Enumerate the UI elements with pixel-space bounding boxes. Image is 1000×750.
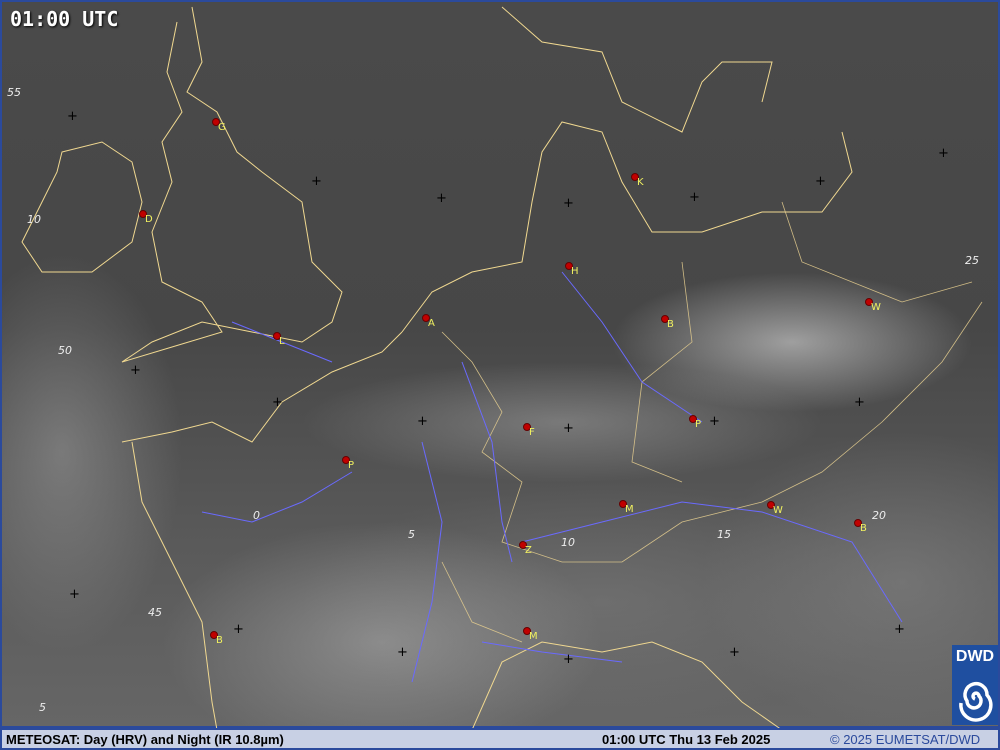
dwd-logo: DWD (952, 645, 998, 725)
graticule-cross-icon: + (563, 421, 574, 436)
city-marker (212, 118, 220, 126)
city-label: M (529, 631, 538, 642)
spiral-icon (959, 681, 993, 722)
city-marker (210, 631, 218, 639)
city-label: Z (525, 545, 532, 556)
city-marker (523, 627, 531, 635)
city-marker (631, 173, 639, 181)
rivers (201, 271, 903, 683)
city-marker (689, 415, 697, 423)
graticule-cross-icon: + (709, 414, 720, 429)
graticule-cross-icon: + (417, 414, 428, 429)
graticule-cross-icon: + (563, 652, 574, 667)
graticule-label: 25 (965, 254, 979, 267)
product-label: METEOSAT: Day (HRV) and Night (IR 10.8µm… (6, 732, 284, 747)
city-label: F (529, 427, 535, 438)
city-marker (619, 500, 627, 508)
city-label: B (667, 319, 674, 330)
footer-bar: METEOSAT: Day (HRV) and Night (IR 10.8µm… (0, 728, 1000, 750)
city-marker (342, 456, 350, 464)
graticule-cross-icon: + (854, 395, 865, 410)
city-marker (854, 519, 862, 527)
graticule-cross-icon: + (689, 190, 700, 205)
city-label: M (625, 504, 634, 515)
graticule-label: 10 (27, 213, 41, 226)
city-label: P (348, 460, 355, 471)
city-marker (865, 298, 873, 306)
graticule-cross-icon: + (130, 363, 141, 378)
city-marker (523, 423, 531, 431)
graticule-label: 45 (148, 606, 162, 619)
city-label: G (218, 122, 226, 133)
copyright-label: © 2025 EUMETSAT/DWD (830, 732, 981, 747)
city-marker (273, 332, 281, 340)
city-marker (422, 314, 430, 322)
borders (441, 201, 983, 643)
city-label: W (871, 302, 881, 313)
graticule-label: 5 (408, 528, 415, 541)
city-marker (519, 541, 527, 549)
city-label: W (773, 505, 783, 516)
graticule-cross-icon: + (233, 622, 244, 637)
city-label: B (860, 523, 867, 534)
city-label: A (428, 318, 435, 329)
city-label: P (695, 419, 702, 430)
graticule-label: 0 (253, 509, 260, 522)
graticule-cross-icon: + (397, 645, 408, 660)
city-label: B (216, 635, 223, 646)
city-marker (565, 262, 573, 270)
time-title: 01:00 UTC (10, 7, 119, 31)
graticule-cross-icon: + (436, 191, 447, 206)
city-label: L (279, 336, 285, 347)
graticule-label: 55 (7, 86, 21, 99)
dwd-logo-text: DWD (955, 648, 995, 665)
graticule-cross-icon: + (894, 622, 905, 637)
timestamp-label: 01:00 UTC Thu 13 Feb 2025 (602, 732, 771, 747)
graticule-cross-icon: + (563, 196, 574, 211)
city-marker (661, 315, 669, 323)
city-label: D (145, 214, 153, 225)
city-label: H (571, 266, 579, 277)
graticule-cross-icon: + (272, 395, 283, 410)
city-marker (139, 210, 147, 218)
graticule-cross-icon: + (815, 174, 826, 189)
graticule-cross-icon: + (67, 109, 78, 124)
graticule-label: 15 (717, 528, 731, 541)
graticule-cross-icon: + (729, 645, 740, 660)
graticule-label: 50 (58, 344, 72, 357)
city-label: K (637, 177, 644, 188)
graticule-cross-icon: + (69, 587, 80, 602)
graticule-label: 5 (39, 701, 46, 714)
city-marker (767, 501, 775, 509)
coastlines (21, 6, 853, 730)
graticule-label: 10 (561, 536, 575, 549)
satellite-map: 01:00 UTC G D L A H K B W P F P M W B Z M B 55 10 50 25 0 5 10… (0, 0, 1000, 730)
graticule-cross-icon: + (311, 174, 322, 189)
graticule-label: 20 (872, 509, 886, 522)
graticule-cross-icon: + (938, 146, 949, 161)
map-lines (21, 6, 983, 730)
